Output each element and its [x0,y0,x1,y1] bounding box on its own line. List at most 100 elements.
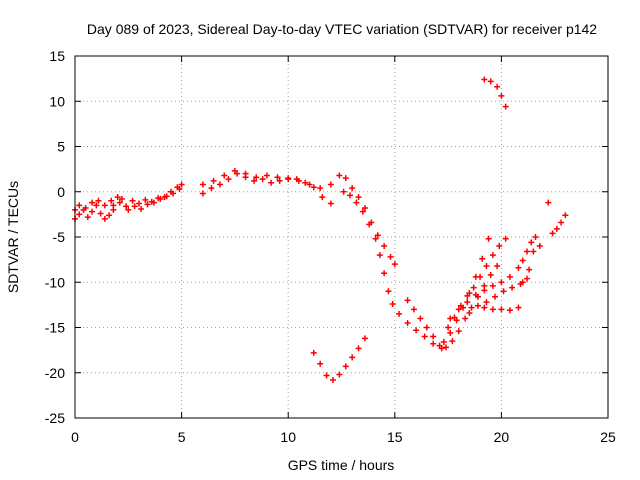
data-point-marker [144,201,151,208]
data-point-marker [464,299,471,306]
data-point-marker [498,92,505,99]
data-point-marker [347,192,354,199]
data-point-marker [481,76,488,83]
y-tick-label: -15 [45,320,65,336]
data-point-marker [466,310,473,317]
data-point-marker [483,299,490,306]
data-point-marker [502,235,509,242]
data-point-marker [225,176,232,183]
data-point-marker [274,174,281,181]
data-point-marker [310,349,317,356]
data-point-marker [474,302,481,309]
y-tick-label: -10 [45,274,65,290]
series-arc14 [481,248,537,314]
data-point-marker [430,340,437,347]
data-point-marker [359,208,366,215]
data-point-marker [498,279,505,286]
data-point-marker [483,262,490,269]
grid [75,56,608,418]
data-point-marker [515,264,522,271]
data-point-marker [101,215,108,222]
data-point-marker [462,315,469,322]
data-points [72,76,569,383]
data-point-marker [489,282,496,289]
series-arc4 [125,186,183,213]
data-point-marker [355,194,362,201]
data-point-marker [306,181,313,188]
data-point-marker [97,210,104,217]
data-point-marker [455,306,462,313]
data-point-marker [276,177,283,184]
data-point-marker [396,310,403,317]
x-tick-label: 5 [178,429,186,445]
data-point-marker [210,177,217,184]
data-point-marker [178,181,185,188]
data-point-marker [410,306,417,313]
data-point-marker [489,306,496,313]
data-point-marker [319,194,326,201]
data-point-marker [470,284,477,291]
data-point-marker [423,324,430,331]
data-point-marker [295,177,302,184]
data-point-marker [468,304,475,311]
data-point-marker [138,205,145,212]
data-point-marker [519,257,526,264]
data-point-marker [106,212,113,219]
data-point-marker [310,184,317,191]
data-point-marker [349,354,356,361]
data-point-marker [253,174,260,181]
data-point-marker [355,345,362,352]
data-point-marker [129,197,136,204]
data-point-marker [221,172,228,179]
data-point-marker [526,266,533,273]
series-arc6 [199,167,398,268]
series-arc12 [447,234,543,322]
data-point-marker [530,248,537,255]
data-point-marker [447,315,454,322]
data-point-marker [481,287,488,294]
axis-ticks: 0 5 10 15 20 25 -25 -20 -15 -10 -5 0 5 10 15 [45,48,616,445]
data-point-marker [76,211,83,218]
data-point-marker [523,248,530,255]
data-point-marker [118,195,125,202]
series-arc8 [310,335,368,383]
data-point-marker [142,196,149,203]
y-tick-label: -25 [45,410,65,426]
series-arc2 [72,194,125,213]
y-tick-label: 10 [49,93,65,109]
data-point-marker [515,304,522,311]
data-point-marker [170,190,177,197]
data-point-marker [366,221,373,228]
data-point-marker [391,261,398,268]
data-point-marker [502,103,509,110]
data-point-marker [464,292,471,299]
data-point-marker [150,199,157,206]
data-point-marker [114,194,121,201]
data-point-marker [231,167,238,174]
data-point-marker [387,253,394,260]
data-point-marker [496,243,503,250]
data-point-marker [163,193,170,200]
data-point-marker [440,338,447,345]
data-point-marker [385,288,392,295]
data-point-marker [302,179,309,186]
data-point-marker [131,203,138,210]
x-tick-label: 20 [494,429,510,445]
x-tick-label: 10 [280,429,296,445]
series-arc15 [481,76,509,110]
data-point-marker [268,179,275,186]
series-arc7 [340,188,445,352]
data-point-marker [101,202,108,209]
data-point-marker [216,181,223,188]
data-point-marker [199,190,206,197]
data-point-marker [479,255,486,262]
data-point-marker [108,197,115,204]
data-point-marker [361,205,368,212]
data-point-marker [285,176,292,183]
data-point-marker [125,206,132,213]
x-axis-label: GPS time / hours [288,457,395,473]
data-point-marker [381,270,388,277]
data-point-marker [251,177,258,184]
data-point-marker [157,195,164,202]
